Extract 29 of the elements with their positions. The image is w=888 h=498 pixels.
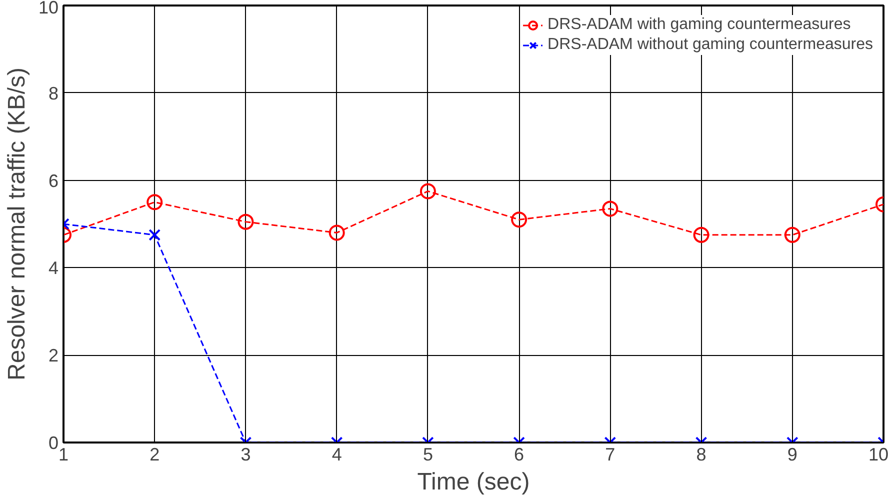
point — [238, 214, 254, 230]
x-axis-title: Time (sec) — [417, 468, 530, 496]
x-tick-label: 4 — [332, 444, 342, 464]
point — [511, 212, 528, 228]
point — [784, 226, 800, 243]
legend-label: DRS-ADAM with gaming countermeasures — [548, 16, 851, 34]
x-tick-label: 1 — [58, 444, 69, 464]
point — [693, 226, 710, 243]
x-tick-label: 9 — [787, 444, 798, 464]
point — [420, 183, 436, 200]
y-tick-label: 8 — [48, 83, 59, 104]
x-tick-label: 3 — [240, 444, 251, 464]
y-tick-label: 0 — [48, 433, 59, 453]
x-tick-label: 8 — [696, 444, 706, 464]
point — [602, 200, 618, 217]
x-tick-label: 6 — [514, 444, 524, 464]
y-tick-label: 10 — [38, 0, 59, 18]
x-tick-label: 7 — [605, 444, 616, 464]
y-tick-label: 6 — [48, 170, 59, 191]
y-tick-label: 2 — [48, 346, 59, 366]
y-tick-label: 4 — [48, 258, 59, 278]
x-tick-label: 5 — [422, 444, 433, 464]
x-tick-label: 10 — [868, 444, 888, 464]
point — [328, 224, 345, 241]
x-tick-label: 2 — [150, 444, 160, 464]
legend-label: DRS-ADAM without gaming countermeasures — [548, 36, 873, 54]
point — [146, 194, 163, 210]
y-axis-title: Resolver normal traffic (KB/s) — [3, 68, 30, 380]
point — [148, 228, 161, 241]
